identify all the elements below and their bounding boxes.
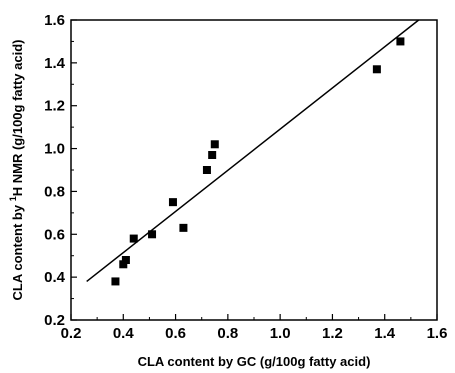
y-axis-title: CLA content by 1H NMR (g/100g fatty acid… [8, 40, 25, 301]
data-point [129, 234, 138, 243]
x-tick-label: 1.0 [270, 325, 291, 342]
y-axis-title-prefix: CLA content by [10, 201, 25, 300]
data-point [372, 65, 381, 74]
x-tick-label: 1.4 [374, 325, 396, 342]
data-point [111, 277, 120, 286]
data-point [119, 260, 128, 269]
x-tick-label: 0.2 [61, 325, 82, 342]
axis-tick-labels: 0.2 0.4 0.6 0.8 1.0 1.2 1.4 1.6 0.2 0.4 0.6 0.8 1.0 1… [44, 12, 447, 342]
plot-frame [70, 19, 438, 321]
data-point [210, 140, 219, 149]
y-axis-title-superscript: 1 [8, 196, 18, 201]
x-axis-title: CLA content by GC (g/100g fatty acid) [138, 354, 371, 369]
x-tick-label: 1.2 [322, 325, 343, 342]
data-point [168, 198, 177, 207]
y-tick-label: 1.0 [44, 141, 65, 158]
x-tick-label: 1.6 [427, 325, 448, 342]
y-tick-label: 1.2 [44, 98, 65, 115]
x-tick-label: 0.8 [217, 325, 238, 342]
y-tick-label: 0.2 [44, 312, 65, 329]
data-point [396, 37, 405, 46]
data-point [208, 151, 217, 159]
data-point [121, 256, 130, 264]
x-tick-label: 0.4 [113, 325, 135, 342]
y-axis-title-suffix: H NMR (g/100g fatty acid) [10, 40, 25, 197]
axis-ticks [70, 19, 438, 321]
y-tick-label: 0.8 [44, 183, 65, 200]
x-tick-label: 0.6 [165, 325, 186, 342]
y-tick-label: 1.6 [44, 12, 65, 29]
data-points [111, 37, 405, 286]
y-tick-label: 1.4 [44, 55, 66, 72]
data-point [148, 230, 157, 239]
y-tick-label: 0.4 [44, 269, 66, 286]
y-tick-label: 0.6 [44, 226, 65, 243]
regression-line [86, 19, 420, 283]
data-point [202, 166, 211, 174]
data-point [179, 223, 188, 232]
